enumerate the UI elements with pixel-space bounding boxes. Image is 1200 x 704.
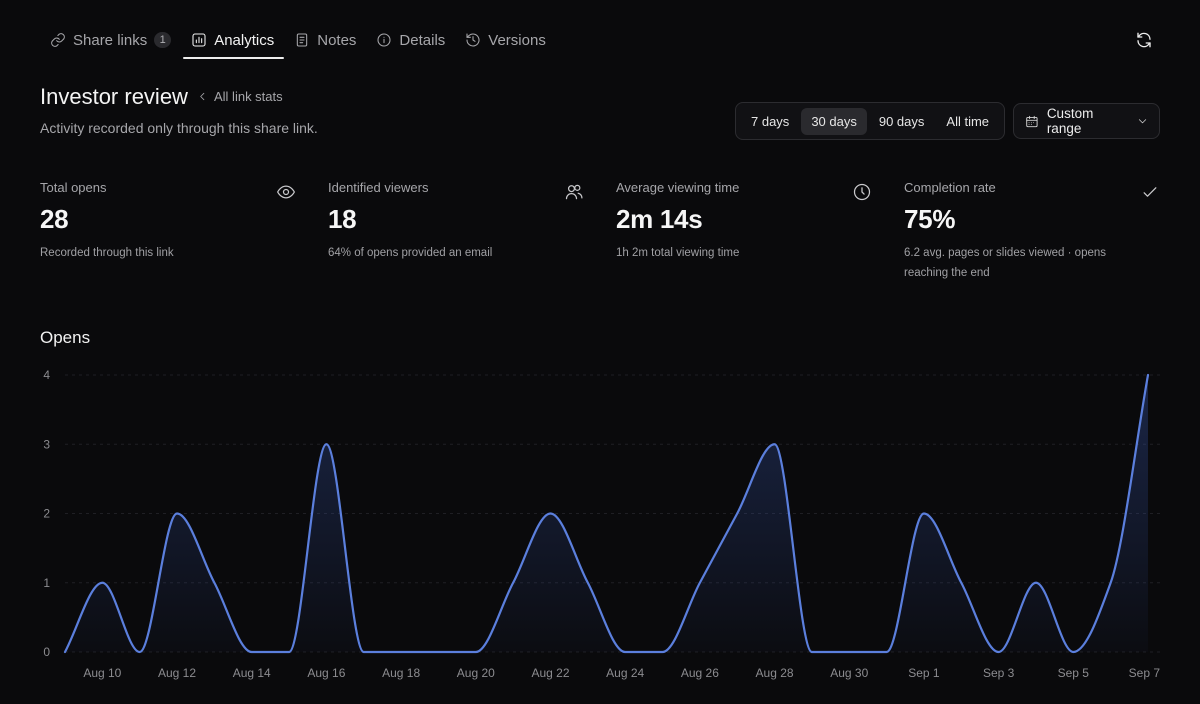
all-link-stats-link[interactable]: All link stats: [197, 89, 283, 104]
tab-label: Notes: [317, 31, 357, 49]
x-tick-label: Aug 18: [382, 666, 420, 680]
tab-details[interactable]: Details: [366, 22, 455, 58]
tab-versions[interactable]: Versions: [455, 22, 556, 58]
tab-label: Analytics: [214, 31, 275, 49]
range-30-days[interactable]: 30 days: [801, 107, 867, 135]
range-7-days[interactable]: 7 days: [751, 113, 790, 129]
stat-value: 75%: [904, 204, 956, 234]
stat-note: Recorded through this link: [40, 247, 174, 259]
clock-icon: [852, 182, 872, 202]
page-title: Investor review: [40, 84, 188, 109]
back-link-label: All link stats: [214, 89, 283, 104]
x-tick-label: Sep 3: [983, 666, 1015, 680]
y-tick-label: 0: [43, 645, 50, 659]
x-tick-label: Aug 10: [83, 666, 121, 680]
link-icon: [51, 33, 65, 47]
range-90-days[interactable]: 90 days: [878, 113, 925, 129]
y-tick-label: 2: [43, 507, 50, 521]
range-selector: 7 days 30 days 90 days All time: [735, 102, 1005, 140]
count-badge: 1: [154, 32, 172, 48]
notes-icon: [297, 33, 308, 47]
stat-label: Average viewing time: [616, 180, 740, 195]
stat-value: 28: [40, 204, 69, 234]
tab-share-links[interactable]: Share links 1: [40, 22, 181, 58]
calendar-icon: [1026, 115, 1038, 127]
tab-label: Details: [399, 31, 446, 49]
range-all-time[interactable]: All time: [946, 113, 990, 129]
y-tick-label: 1: [43, 576, 50, 590]
stat-note: 64% of opens provided an email: [328, 247, 493, 259]
stat-identified-viewers: Identified viewers 18 64% of opens provi…: [328, 180, 588, 263]
x-tick-label: Aug 14: [233, 666, 271, 680]
opens-line: [63, 373, 1150, 654]
stat-average-viewing-time: Average viewing time 2m 14s 1h 2m total …: [616, 180, 876, 263]
refresh-icon: [1137, 32, 1151, 48]
opens-area: [65, 375, 1148, 652]
stat-note: 1h 2m total viewing time: [616, 247, 740, 259]
stat-completion-rate: Completion rate 75% 6.2 avg. pages or sl…: [904, 180, 1114, 283]
x-tick-label: Aug 26: [681, 666, 719, 680]
tab-label: Versions: [488, 31, 546, 49]
x-tick-label: Aug 12: [158, 666, 196, 680]
tab-analytics[interactable]: Analytics: [181, 22, 285, 59]
refresh-button[interactable]: [1130, 26, 1158, 54]
stat-label: Completion rate: [904, 180, 996, 195]
opens-chart: 0 1 2 3 4 Aug 10 Aug 12 Aug 14 Aug 16 Aug 18 Aug …: [43, 368, 1161, 680]
tab-bar: Share links 1 Analytics Notes Details Ve…: [40, 22, 556, 59]
stat-note: 6.2 avg. pages or slides viewed · opens …: [904, 247, 1107, 279]
x-tick-label: Aug 24: [606, 666, 644, 680]
custom-range-dropdown[interactable]: Custom range: [1013, 103, 1160, 139]
stat-value: 18: [328, 204, 357, 234]
check-icon: [1140, 182, 1160, 202]
eye-icon: [276, 182, 296, 202]
stat-label: Identified viewers: [328, 180, 429, 195]
stat-total-opens: Total opens 28 Recorded through this lin…: [40, 180, 300, 263]
x-tick-label: Sep 1: [908, 666, 940, 680]
stat-value: 2m 14s: [616, 204, 703, 234]
x-tick-label: Aug 20: [457, 666, 495, 680]
info-icon: [377, 33, 391, 47]
x-tick-label: Aug 28: [756, 666, 794, 680]
x-tick-label: Sep 5: [1058, 666, 1090, 680]
x-tick-label: Sep 7: [1129, 666, 1161, 680]
custom-range-label: Custom range: [1046, 106, 1094, 136]
tab-notes[interactable]: Notes: [284, 22, 366, 58]
y-tick-label: 4: [43, 368, 50, 382]
users-icon: [564, 182, 584, 202]
x-tick-label: Aug 30: [830, 666, 868, 680]
tab-label: Share links: [73, 31, 148, 49]
history-icon: [466, 33, 480, 47]
page-subtitle: Activity recorded only through this shar…: [40, 120, 318, 136]
analytics-icon: [192, 33, 206, 47]
chevron-left-icon: [200, 92, 205, 101]
x-tick-label: Aug 16: [307, 666, 345, 680]
x-tick-label: Aug 22: [531, 666, 569, 680]
stat-label: Total opens: [40, 180, 107, 195]
chart-title: Opens: [40, 328, 91, 347]
chevron-down-icon: [1138, 119, 1147, 124]
y-tick-label: 3: [43, 437, 50, 451]
